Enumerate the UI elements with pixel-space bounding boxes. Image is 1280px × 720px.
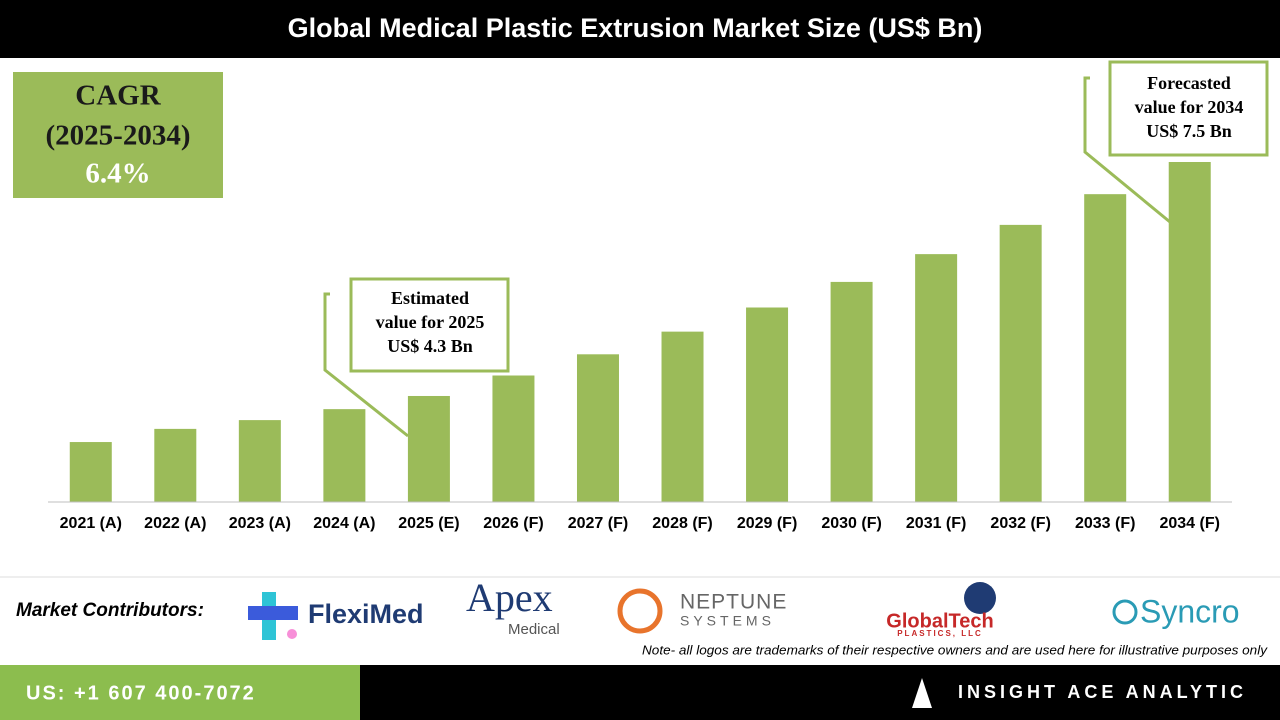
chart-title: Global Medical Plastic Extrusion Market …	[288, 13, 983, 43]
bar	[407, 395, 450, 502]
bar	[915, 254, 958, 502]
bar	[1084, 194, 1127, 502]
callout-text: US$ 4.3 Bn	[387, 336, 473, 356]
x-tick-label: 2029 (F)	[737, 515, 797, 532]
cagr-value: 6.4%	[85, 158, 150, 190]
note: Note- all logos are trademarks of their …	[642, 642, 1269, 657]
cagr-period: (2025-2034)	[46, 120, 191, 152]
callout-box	[349, 277, 510, 373]
bar	[154, 428, 197, 502]
logo-fleximed: FlexiMed	[248, 592, 424, 640]
x-tick-label: 2032 (F)	[990, 515, 1050, 532]
callout-text: value for 2034	[1135, 97, 1244, 117]
x-tick-label: 2028 (F)	[652, 515, 712, 532]
bar	[576, 354, 619, 502]
x-tick-label: 2024 (A)	[313, 515, 375, 532]
logo-text: SYSTEMS	[680, 613, 775, 629]
callout-box	[1108, 60, 1269, 157]
bar	[238, 420, 281, 502]
logo-text: Syncro	[1140, 593, 1240, 629]
x-tick-label: 2027 (F)	[568, 515, 628, 532]
x-tick-label: 2030 (F)	[821, 515, 881, 532]
callout-text: Forecasted	[1147, 73, 1231, 93]
logo-shape	[617, 588, 663, 634]
callout-text: value for 2025	[376, 312, 485, 332]
bar	[492, 375, 535, 502]
x-tick-label: 2033 (F)	[1075, 515, 1135, 532]
phone: US: +1 607 400-7072	[26, 682, 256, 704]
bar	[69, 442, 112, 502]
x-tick-label: 2034 (F)	[1159, 515, 1219, 532]
x-tick-label: 2026 (F)	[483, 515, 543, 532]
callouts: Estimated value for 2025 US$ 4.3 Bn Forecas…	[323, 60, 1269, 438]
x-tick-label: 2022 (A)	[144, 515, 206, 532]
callout-connector	[1083, 76, 1171, 224]
x-tick-label: 2031 (F)	[906, 515, 966, 532]
contributors-label: Market Contributors:	[16, 600, 204, 621]
logo-text: Medical	[508, 621, 560, 638]
logo-shape	[248, 606, 298, 620]
logo-text: Apex	[466, 575, 553, 620]
callout-text: Estimated	[391, 288, 469, 308]
callout-connector	[323, 292, 409, 438]
x-tick-label: 2021 (A)	[60, 515, 122, 532]
bar	[661, 331, 704, 502]
bar	[323, 409, 366, 502]
logo-text: NEPTUNE	[680, 591, 787, 614]
x-tick-label: 2025 (E)	[398, 515, 459, 532]
title-bar	[0, 0, 1280, 58]
bar	[830, 281, 873, 502]
cagr-label: CAGR	[75, 80, 161, 112]
logo-text: FlexiMed	[308, 599, 424, 629]
brand-icon	[912, 678, 932, 708]
x-tick-label: 2023 (A)	[229, 515, 291, 532]
cagr-box	[13, 72, 223, 198]
bar	[1168, 162, 1211, 502]
logo-shape	[287, 629, 297, 639]
brand-bar	[360, 665, 1280, 720]
callout-text: US$ 7.5 Bn	[1146, 121, 1232, 141]
logo-shape	[1112, 599, 1138, 625]
bar	[999, 224, 1042, 502]
logo-text: GlobalTech	[886, 610, 993, 632]
brand: INSIGHT ACE ANALYTIC	[958, 682, 1247, 702]
logo-shape	[964, 582, 996, 614]
phone-bar	[0, 665, 360, 720]
logo-text: PLASTICS, LLC	[897, 629, 983, 638]
bar	[746, 307, 789, 502]
